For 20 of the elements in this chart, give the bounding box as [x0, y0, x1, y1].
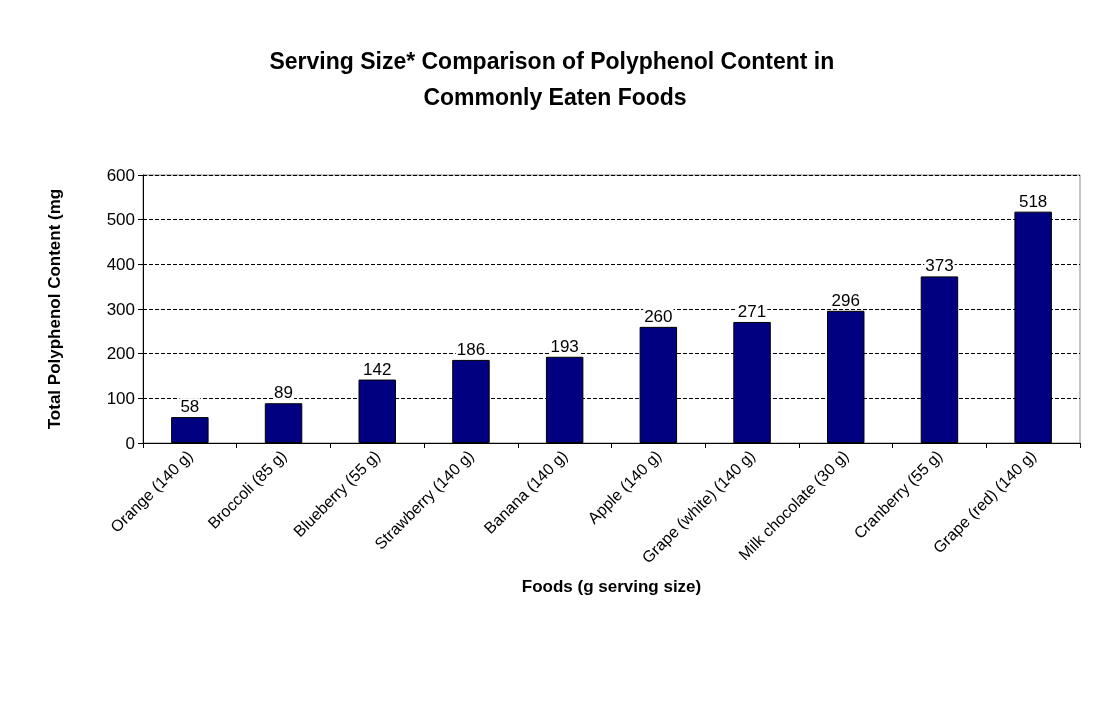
data-label: 193 — [550, 336, 579, 356]
chart-title: Serving Size* Comparison of Polyphenol Content in Commonly Eaten Foods — [269, 48, 841, 110]
data-label: 296 — [831, 290, 860, 310]
data-label: 271 — [737, 301, 767, 321]
data-label: 260 — [644, 306, 673, 326]
x-axis-title: Foods (g serving size) — [521, 577, 702, 596]
data-label: 518 — [1018, 191, 1048, 211]
y-tick-label: 300 — [106, 299, 135, 319]
y-tick-label: 600 — [106, 165, 135, 185]
data-label: 142 — [363, 359, 392, 379]
y-axis-title: Total Polyphenol Content (mg — [45, 188, 64, 430]
y-tick-label: 0 — [125, 433, 135, 453]
data-label: 186 — [456, 339, 486, 359]
y-tick-label: 200 — [106, 344, 135, 364]
data-label: 89 — [274, 383, 294, 403]
y-tick-label: 400 — [106, 254, 135, 274]
data-label: 373 — [925, 256, 954, 276]
y-tick-label: 100 — [106, 388, 135, 408]
data-label: 58 — [180, 397, 200, 417]
y-tick-label: 500 — [106, 210, 135, 230]
